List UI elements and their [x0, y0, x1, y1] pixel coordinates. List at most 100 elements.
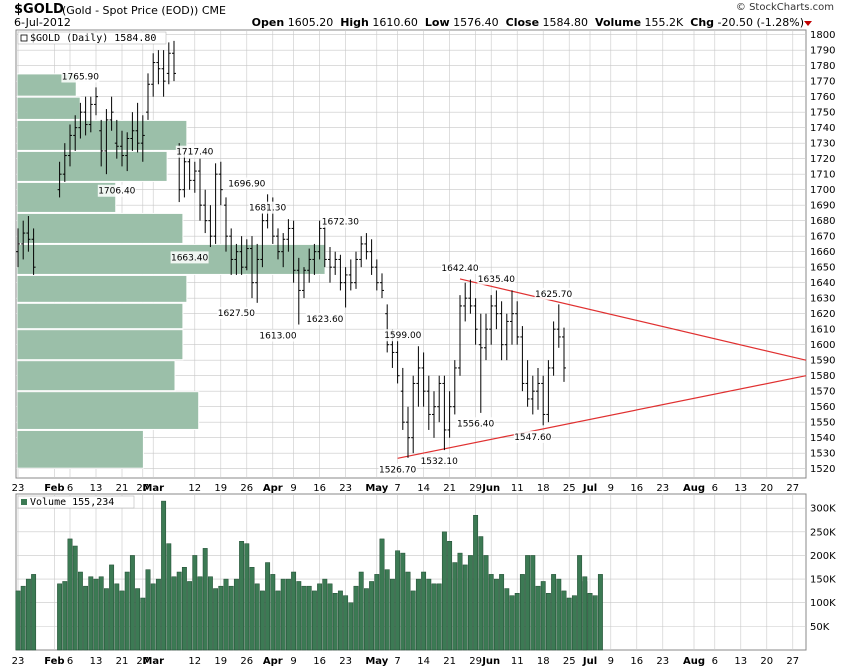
volume-date-tick-label: Feb	[44, 656, 64, 667]
price-tick-label: 1530	[810, 449, 835, 460]
volume-bar	[145, 569, 151, 651]
date-tick-label: 16	[630, 483, 643, 494]
volume-date-tick-label: 18	[537, 656, 550, 667]
volume-profile-bar	[16, 96, 81, 120]
volume-date-tick-label: 7	[394, 656, 400, 667]
volume-bar	[514, 593, 520, 651]
date-tick-label: 11	[511, 483, 524, 494]
volume-bar	[587, 593, 593, 651]
price-annotation: 1599.00	[384, 331, 421, 341]
date-tick-label: May	[365, 483, 388, 494]
volume-bar	[291, 571, 297, 651]
volume-tick-label: 150K	[810, 575, 836, 586]
annotation-bg	[383, 329, 422, 342]
price-tick-label: 1630	[810, 294, 835, 305]
annotation-bg	[61, 70, 100, 83]
price-annotation: 1696.90	[228, 179, 265, 189]
volume-bar	[400, 552, 406, 651]
down-arrow-icon	[804, 21, 812, 26]
volume-date-tick-label: 23	[12, 656, 25, 667]
volume-bar	[166, 543, 172, 651]
volume-bar	[77, 571, 83, 651]
volume-bar	[171, 576, 177, 651]
date-tick-label: 29	[469, 483, 482, 494]
volume-bar	[530, 555, 536, 651]
volume-legend-box	[17, 495, 135, 509]
volume-bar	[124, 571, 130, 651]
date-tick-label: Feb	[44, 483, 64, 494]
date-tick-label: 27	[136, 483, 149, 494]
high-value: 1610.60	[372, 16, 418, 29]
annotation-bg	[513, 430, 552, 443]
volume-date-tick-label: 9	[608, 656, 614, 667]
trendline	[397, 375, 807, 459]
volume-bar	[389, 578, 395, 651]
volume-date-tick-label: 13	[90, 656, 103, 667]
chg-label: Chg	[690, 16, 715, 29]
volume-bar	[244, 543, 250, 651]
date-tick-label: 26	[240, 483, 253, 494]
volume-bar	[259, 590, 265, 651]
date-tick-label: 21	[116, 483, 129, 494]
volume-bar	[561, 590, 567, 651]
volume-date-tick-label: 20	[760, 656, 773, 667]
volume-bar	[57, 583, 63, 651]
volume-bar	[493, 578, 499, 651]
price-legend-icon	[20, 34, 28, 42]
volume-date-tick-label: 23	[339, 656, 352, 667]
annotation-bg	[259, 329, 297, 342]
volume-bar	[322, 578, 328, 651]
price-annotation: 1672.30	[322, 218, 359, 228]
volume-tick-label: 300K	[810, 504, 836, 515]
volume-bar	[187, 581, 193, 651]
volume-date-tick-label: 16	[313, 656, 326, 667]
price-tick-label: 1700	[810, 185, 835, 196]
volume-bar	[343, 595, 349, 651]
volume-bar	[280, 578, 286, 651]
volume-tick-label: 100K	[810, 598, 836, 609]
volume-date-tick-label: 12	[188, 656, 201, 667]
volume-date-tick-label: Jul	[582, 656, 597, 667]
volume-bar	[239, 541, 245, 651]
price-annotation: 1717.40	[176, 148, 213, 158]
volume-bar	[410, 590, 416, 651]
volume-bar	[140, 597, 146, 651]
price-annotation: 1547.60	[514, 433, 551, 443]
volume-bar	[363, 588, 369, 651]
volume-bar	[556, 578, 562, 651]
volume-bar	[452, 562, 458, 651]
date-tick-label: 21	[443, 483, 456, 494]
volume-bar	[571, 595, 577, 651]
open-label: Open	[251, 16, 285, 29]
price-tick-label: 1570	[810, 387, 835, 398]
volume-bar	[88, 576, 94, 651]
volume-bar	[72, 545, 78, 651]
volume-profile-bar	[16, 150, 168, 182]
date-tick-label: 7	[394, 483, 400, 494]
volume-bar	[67, 538, 73, 651]
volume-bar	[421, 571, 427, 651]
volume-bar	[135, 588, 141, 651]
exchange: CME	[201, 4, 226, 17]
date-tick-label: 6	[67, 483, 73, 494]
price-tick-label: 1740	[810, 123, 835, 134]
volume-bar	[525, 555, 531, 651]
volume-bar	[98, 576, 104, 651]
price-tick-label: 1770	[810, 77, 835, 88]
price-annotation: 1556.40	[457, 419, 494, 429]
price-tick-label: 1790	[810, 46, 835, 57]
volume-date-tick-label: 29	[469, 656, 482, 667]
volume-profile-bar	[16, 274, 188, 303]
price-tick-label: 1730	[810, 139, 835, 150]
volume-bar	[436, 583, 442, 651]
volume-date-tick-label: 23	[656, 656, 669, 667]
date-tick-label: Jun	[481, 483, 500, 494]
volume-bar	[592, 595, 598, 651]
volume-bar	[249, 567, 255, 651]
volume-bar	[395, 550, 401, 651]
price-tick-label: 1690	[810, 201, 835, 212]
price-tick-label: 1720	[810, 154, 835, 165]
volume-bar	[161, 500, 167, 651]
price-tick-label: 1680	[810, 216, 835, 227]
